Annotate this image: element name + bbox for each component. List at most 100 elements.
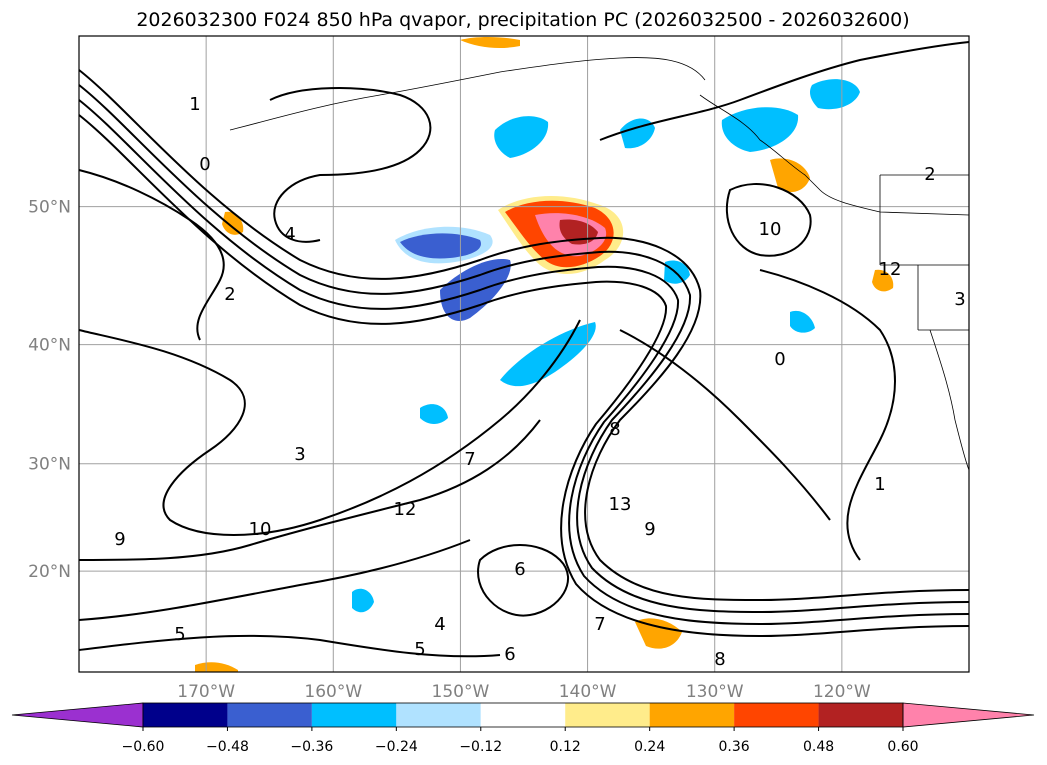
contour-label: 8 (609, 419, 620, 440)
colorbar-segment (565, 703, 650, 727)
contour-label: 9 (644, 519, 655, 540)
colorbar-segment (396, 703, 481, 727)
contour-label: 9 (114, 529, 125, 550)
coastline-california (929, 329, 970, 471)
contour-label: 12 (394, 499, 417, 520)
contour-line (477, 544, 570, 617)
contour-line (78, 319, 581, 536)
contour-label: 0 (774, 349, 785, 370)
colorbar-tick-label: −0.36 (290, 739, 333, 755)
qvapor-contours (78, 41, 970, 658)
lat-label: 30°N (28, 455, 71, 475)
colorbar-segment (649, 703, 735, 727)
colorbar-tick-label: −0.12 (459, 739, 502, 755)
coastlines (229, 57, 970, 471)
contour-line (759, 269, 896, 561)
contour-label: 1 (189, 94, 200, 115)
contour-label: 2 (924, 164, 935, 185)
shade-negative-cyan7 (664, 260, 690, 284)
contour-line (78, 69, 970, 602)
shade-positive-orange (770, 158, 810, 193)
colorbar-segment (143, 703, 228, 727)
contour-line (78, 539, 471, 621)
colorbar-tick-label: 0.24 (634, 739, 665, 755)
contour-label: 6 (514, 559, 525, 580)
contour-label: 10 (759, 219, 782, 240)
lon-label: 150°W (432, 682, 490, 702)
map-grid (79, 36, 969, 672)
longitude-labels: 170°W 160°W 150°W 140°W 130°W 120°W (177, 682, 871, 702)
shade-positive-orange3 (460, 37, 520, 48)
latitude-labels: 50°N 40°N 30°N 20°N (28, 198, 71, 583)
contour-label: 1 (874, 474, 885, 495)
colorbar-extend-right (902, 702, 1035, 728)
shade-negative-cyan8 (790, 310, 815, 333)
contour-line (78, 84, 970, 614)
shade-negative-cyan9 (420, 404, 448, 424)
shade-positive-orange4 (872, 269, 894, 292)
lat-label: 40°N (28, 336, 71, 356)
lon-label: 170°W (177, 682, 235, 702)
shade-negative-cyan2 (494, 116, 549, 158)
contour-label: 13 (609, 494, 632, 515)
contour-label: 0 (199, 154, 210, 175)
shade-negative-cyan (500, 322, 596, 387)
lon-label: 130°W (686, 682, 744, 702)
coastline-alaska-canada (699, 94, 970, 216)
shade-negative-cyan4 (810, 79, 860, 110)
contour-label: 5 (174, 624, 185, 645)
contour-line (78, 99, 970, 626)
contour-line (78, 634, 501, 658)
precip-shading (195, 37, 894, 672)
colorbar-tick-label: −0.48 (206, 739, 249, 755)
lon-label: 120°W (813, 682, 871, 702)
contour-label: 3 (954, 289, 965, 310)
colorbar-extend-left (11, 702, 144, 728)
contour-line (725, 183, 812, 257)
contour-label: 4 (434, 614, 445, 635)
chart-title: 2026032300 F024 850 hPa qvapor, precipit… (136, 9, 909, 31)
contour-label: 2 (224, 284, 235, 305)
colorbar-tick-label: 0.60 (887, 739, 918, 755)
colorbar-tick-label: 0.36 (719, 739, 750, 755)
contour-label: 4 (284, 224, 295, 245)
coastline-aleutians (229, 57, 706, 131)
colorbar-tick-label: 0.48 (803, 739, 834, 755)
contour-line (78, 169, 225, 341)
colorbar-frame (142, 702, 904, 728)
shade-negative-cyan6 (352, 588, 374, 613)
state-borders (879, 174, 969, 331)
contour-line (619, 329, 831, 521)
contour-line (78, 114, 970, 638)
contour-label: 6 (504, 644, 515, 665)
contour-label: 3 (294, 444, 305, 465)
colorbar: −0.60 −0.48 −0.36 −0.24 −0.12 0.12 0.24 0.36 0.4… (11, 702, 1035, 755)
lon-label: 160°W (304, 682, 362, 702)
lon-label: 140°W (559, 682, 617, 702)
colorbar-tick-label: 0.12 (550, 739, 581, 755)
colorbar-segment (818, 703, 903, 727)
lat-label: 20°N (28, 562, 71, 582)
colorbar-segment (311, 703, 397, 727)
contour-label: 12 (879, 259, 902, 280)
lat-label: 50°N (28, 198, 71, 218)
colorbar-segment (734, 703, 819, 727)
colorbar-tick-label: −0.60 (122, 739, 165, 755)
colorbar-tick-label: −0.24 (375, 739, 418, 755)
contour-label: 7 (594, 614, 605, 635)
contour-label: 10 (249, 519, 272, 540)
contour-line (599, 41, 970, 141)
contour-line (78, 419, 541, 561)
contour-label: 8 (714, 649, 725, 670)
contour-label: 5 (414, 639, 425, 660)
colorbar-segment (227, 703, 312, 727)
contour-label: 7 (464, 449, 475, 470)
shade-negative-mid2 (440, 259, 511, 321)
shade-positive-orange2 (635, 618, 682, 649)
shade-negative-cyan3 (721, 107, 799, 152)
colorbar-segment (480, 703, 566, 727)
